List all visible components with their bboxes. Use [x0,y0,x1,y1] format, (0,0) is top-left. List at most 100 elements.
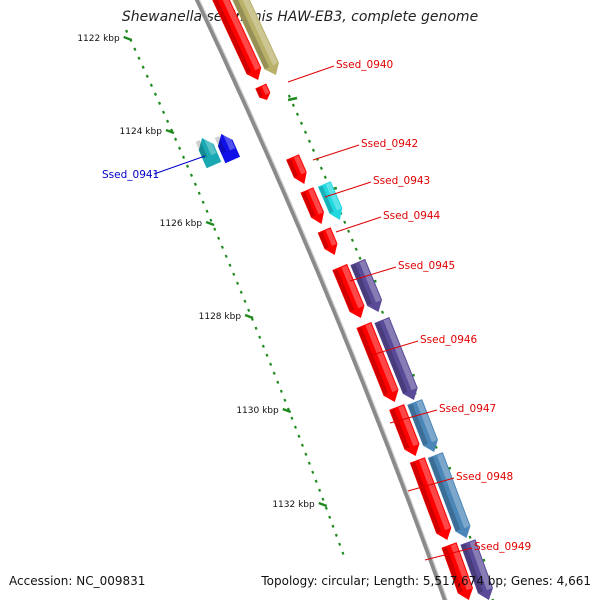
scale-dot [161,110,166,114]
scale-dot [153,92,158,96]
gene-arrow-shade [351,263,373,306]
gene-arrow-shade [209,0,252,75]
scale-dot [137,56,141,60]
gene-arrow-shade [214,136,227,154]
tick-dot [468,535,472,539]
gene-arrow-shade [428,456,461,532]
gene-arrow-body [198,138,222,169]
scale-dot [293,425,297,429]
gene-arrow-body [229,0,279,76]
gene-arrow-shine [261,84,270,95]
gene-ssed-0943-arrow [300,187,324,225]
major-tick [244,313,254,320]
gene-label-ssed-0940[interactable]: Ssed_0940 [336,59,393,71]
tick-dot [307,139,312,143]
tick-dot [343,220,347,224]
scale-dot [235,281,240,285]
leader-line-ssed-0940 [287,65,335,83]
scale-dot [220,245,224,249]
leader-line-ssed-0949 [424,547,473,561]
tick-dot [303,130,308,134]
gene-arrow-shade [410,461,442,534]
tick-dot [319,166,323,170]
gene-steel-arrow [427,452,471,538]
gene-arrow-body [209,0,262,81]
scale-dot [213,227,217,231]
gene-arrow-body [460,539,494,600]
gene-arrow-body [427,452,471,538]
gene-label-ssed-0946[interactable]: Ssed_0946 [420,334,478,346]
scale-dot [209,218,213,222]
tick-dot [323,175,327,179]
gene-arrow-shine [203,136,217,156]
scale-dot [272,371,276,375]
gene-ssed-0942-arrow [286,154,307,185]
tick-dot [291,103,295,107]
major-tick [123,35,133,42]
scale-dot [125,29,129,33]
gene-arrow-body [389,404,420,456]
genome-title: Shewanella sediminis HAW-EB3, complete g… [121,9,479,25]
leader-line-ssed-0942 [312,144,360,161]
gene-arrow-shade [357,326,389,396]
gene-arrow-body [407,399,438,452]
gene-cyan-arrow [317,181,343,220]
gene-purple-arrow [374,317,418,401]
scale-dot [133,47,137,51]
scale-dot [205,209,209,213]
scale-dot [265,353,269,357]
scale-dot [334,533,338,537]
scale-dot [197,191,201,195]
gene-arrow-shade [407,403,428,446]
gene-arrow-shine [222,132,236,151]
gene-arrow-body [356,322,399,402]
gene-arrow-shine [383,318,417,391]
gene-ssed-0945-arrow [332,263,365,319]
scale-dot [304,452,308,456]
gene-arrow-shade [301,191,316,218]
tick-dot [350,238,354,242]
scale-dot [174,137,178,141]
gene-label-ssed-0943[interactable]: Ssed_0943 [373,175,430,187]
gene-ssed-0948-arrow [409,457,452,540]
major-tick [165,128,175,135]
gene-arrow-shade [318,231,329,249]
tick-dot [434,445,438,449]
gene-arrow-shine [308,188,324,215]
gene-arrow-body [350,258,383,313]
gene-arrow-shade [389,408,410,450]
gene-arrow-shine [325,228,337,246]
gene-arrow-shade [333,268,355,312]
gene-label-ssed-0947[interactable]: Ssed_0947 [439,403,496,415]
scale-label: 1126 kbp [160,219,203,229]
tick-dot [287,94,291,98]
scale-dot [228,263,232,267]
scale-dot [297,434,301,438]
scale-dot [324,506,328,510]
gene-label-ssed-0945[interactable]: Ssed_0945 [398,260,455,272]
scale-dot [261,344,265,348]
gene-label-ssed-0948[interactable]: Ssed_0948 [456,471,513,483]
gene-label-ssed-0944[interactable]: Ssed_0944 [383,210,441,222]
scale-dot [276,380,280,384]
gene-label-ssed-0949[interactable]: Ssed_0949 [474,541,531,553]
scale-label: 1124 kbp [120,127,163,137]
gene-small-arrow [255,83,271,100]
accession-text: Accession: NC_009831 [9,574,146,588]
gene-ssed-0944-arrow [317,227,338,256]
gene-arrow-shine [416,400,438,443]
leader-line-ssed-0941 [153,155,206,175]
gene-label-ssed-0941[interactable]: Ssed_0941 [102,169,159,181]
genome-backbone-highlight [198,0,448,600]
gene-arrow-shade [442,546,463,594]
gene-arrow-body [286,154,307,185]
scale-label: 1132 kbp [272,500,315,510]
gene-label-ssed-0942[interactable]: Ssed_0942 [361,138,418,150]
genome-backbone [194,0,447,600]
leader-line-ssed-0948 [407,477,455,492]
tick-dot [358,256,362,260]
scale-dot [201,200,205,204]
scale-dot [341,551,345,555]
gene-arrow-shine [293,155,306,175]
